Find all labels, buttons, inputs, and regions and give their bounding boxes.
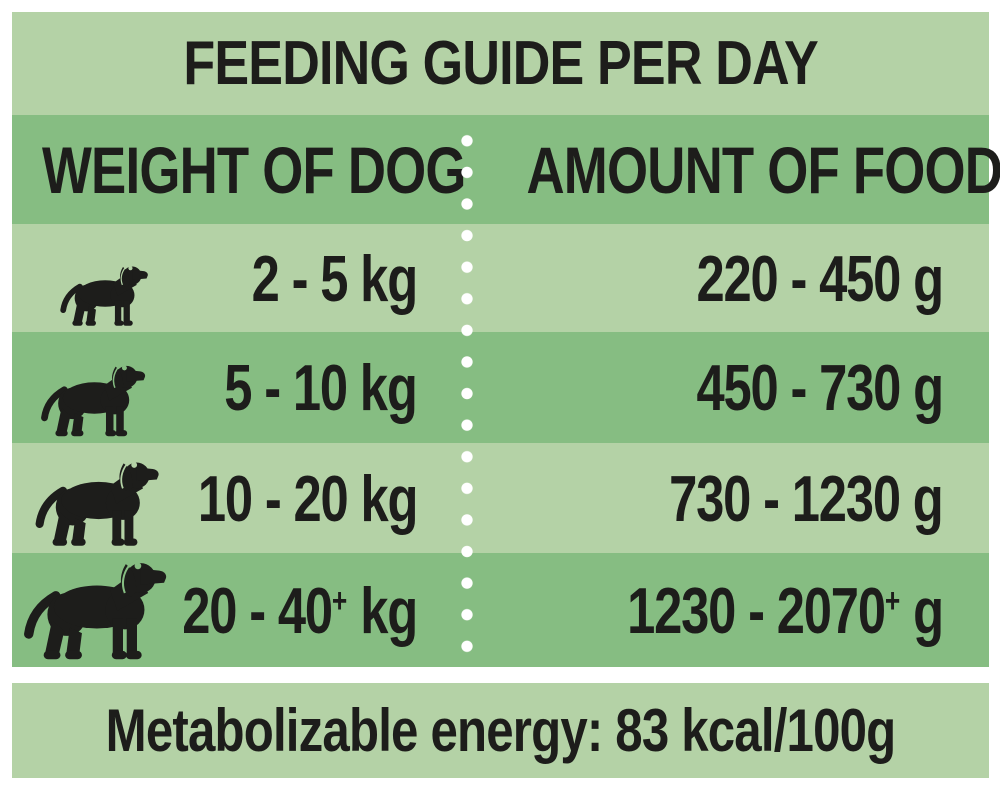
weight-value: 10 - 20 kg [198,466,419,531]
weight-value: 5 - 10 kg [225,355,419,420]
page-title: FEEDING GUIDE PER DAY [183,28,818,98]
weight-cell: 10 - 20 kg [12,443,467,553]
weight-number: 2 - 5 [251,241,349,315]
column-header-weight: WEIGHT OF DOG [42,132,467,207]
amount-value: 1230 - 2070+ g [627,578,944,643]
weight-cell: 20 - 40+ kg [12,553,467,667]
footer-band: Metabolizable energy: 83 kcal/100g [12,683,989,778]
weight-value: 2 - 5 kg [252,246,419,311]
header-cell-weight: WEIGHT OF DOG [12,115,467,224]
weight-cell: 5 - 10 kg [12,332,467,443]
amount-cell: 450 - 730 g [467,332,989,443]
dog-icon-xsmall [58,259,150,328]
amount-value: 730 - 1230 g [670,466,945,531]
weight-cell: 2 - 5 kg [12,224,467,332]
spacer [12,667,989,683]
amount-cell: 220 - 450 g [467,224,989,332]
amount-number: 730 - 1230 [669,461,902,535]
weight-unit: kg [347,351,418,424]
weight-number: 20 - 40 [182,573,333,647]
weight-superscript: + [331,581,348,620]
title-band: FEEDING GUIDE PER DAY [12,12,989,115]
amount-unit: g [900,461,944,535]
amount-unit: g [900,573,944,647]
amount-value: 220 - 450 g [697,246,945,311]
column-header-row: WEIGHT OF DOG AMOUNT OF FOOD [12,115,1000,224]
amount-value: 450 - 730 g [697,355,945,420]
amount-cell: 1230 - 2070+ g [467,553,989,667]
amount-superscript: + [884,581,901,620]
weight-unit: kg [347,241,418,315]
table-row-4: 20 - 40+ kg 1230 - 2070+ g [12,553,989,667]
amount-number: 450 - 730 [696,351,902,424]
dog-icon-small [38,357,148,439]
amount-unit: g [900,241,944,315]
weight-number: 5 - 10 [224,351,349,424]
dog-icon-large [20,551,170,663]
amount-cell: 730 - 1230 g [467,443,989,553]
weight-unit: kg [347,461,418,535]
weight-unit: kg [347,573,418,647]
weight-value: 20 - 40+ kg [182,578,418,643]
feeding-guide-panel: FEEDING GUIDE PER DAY WEIGHT OF DOG AMOU… [12,12,1000,778]
amount-unit: g [900,351,944,424]
amount-number: 1230 - 2070 [627,573,886,647]
column-header-amount: AMOUNT OF FOOD [526,132,1000,207]
amount-number: 220 - 450 [696,241,902,315]
header-cell-amount: AMOUNT OF FOOD [467,115,1000,224]
weight-number: 10 - 20 [197,461,349,535]
table-row-3: 10 - 20 kg 730 - 1230 g [12,443,989,553]
metabolizable-energy-note: Metabolizable energy: 83 kcal/100g [105,696,897,764]
table-row-1: 2 - 5 kg 220 - 450 g [12,224,989,332]
table-row-2: 5 - 10 kg 450 - 730 g [12,332,989,443]
dog-icon-medium [32,452,162,549]
